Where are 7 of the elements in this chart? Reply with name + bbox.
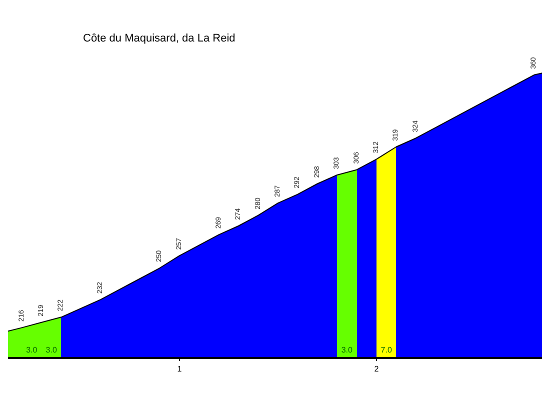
annotation: 3.0 [46,346,58,354]
chart-title: Côte du Maquisard, da La Reid [83,32,236,44]
annotation: 3.0 [26,346,38,354]
x-tick-label: 1 [177,364,182,374]
annotation: 3.0 [341,346,354,354]
x-tick-label: 2 [374,364,380,374]
annotation: 7.0 [380,346,392,354]
